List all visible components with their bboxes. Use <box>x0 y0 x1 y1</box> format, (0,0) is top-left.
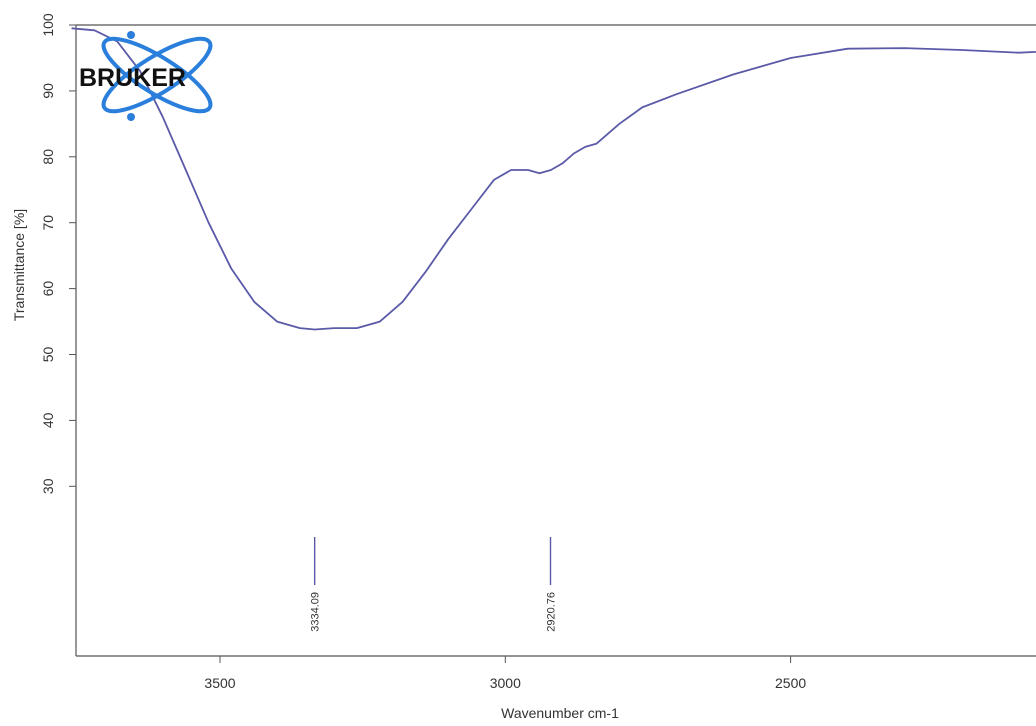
peak-label: 3334.09 <box>310 592 322 632</box>
y-tick-label: 30 <box>40 478 56 494</box>
y-tick-label: 100 <box>40 13 56 37</box>
y-tick-label: 40 <box>40 412 56 428</box>
spectrum-line <box>71 27 1036 331</box>
logo-text: BRUKER <box>79 64 186 92</box>
peak-markers: 3334.092920.761612.731513.781277.411162.… <box>310 537 558 632</box>
y-axis-title: Transmittance [%] <box>11 209 27 321</box>
x-tick-label: 3000 <box>490 675 521 691</box>
x-tick-label: 2500 <box>775 675 806 691</box>
x-tick-label: 3500 <box>204 675 235 691</box>
x-axis-ticks: 350030002500200015001000 <box>204 656 806 691</box>
y-tick-label: 70 <box>40 215 56 231</box>
y-axis-ticks: 30 40 50 60 70 80 90 100 <box>40 13 76 494</box>
y-tick-label: 90 <box>40 83 56 99</box>
y-tick-label: 80 <box>40 149 56 165</box>
y-tick-label: 50 <box>40 347 56 363</box>
x-axis-title: Wavenumber cm-1 <box>501 705 619 721</box>
bruker-logo: BRUKER <box>79 31 213 121</box>
y-tick-label: 60 <box>40 281 56 297</box>
peak-label: 2920.76 <box>546 592 558 632</box>
